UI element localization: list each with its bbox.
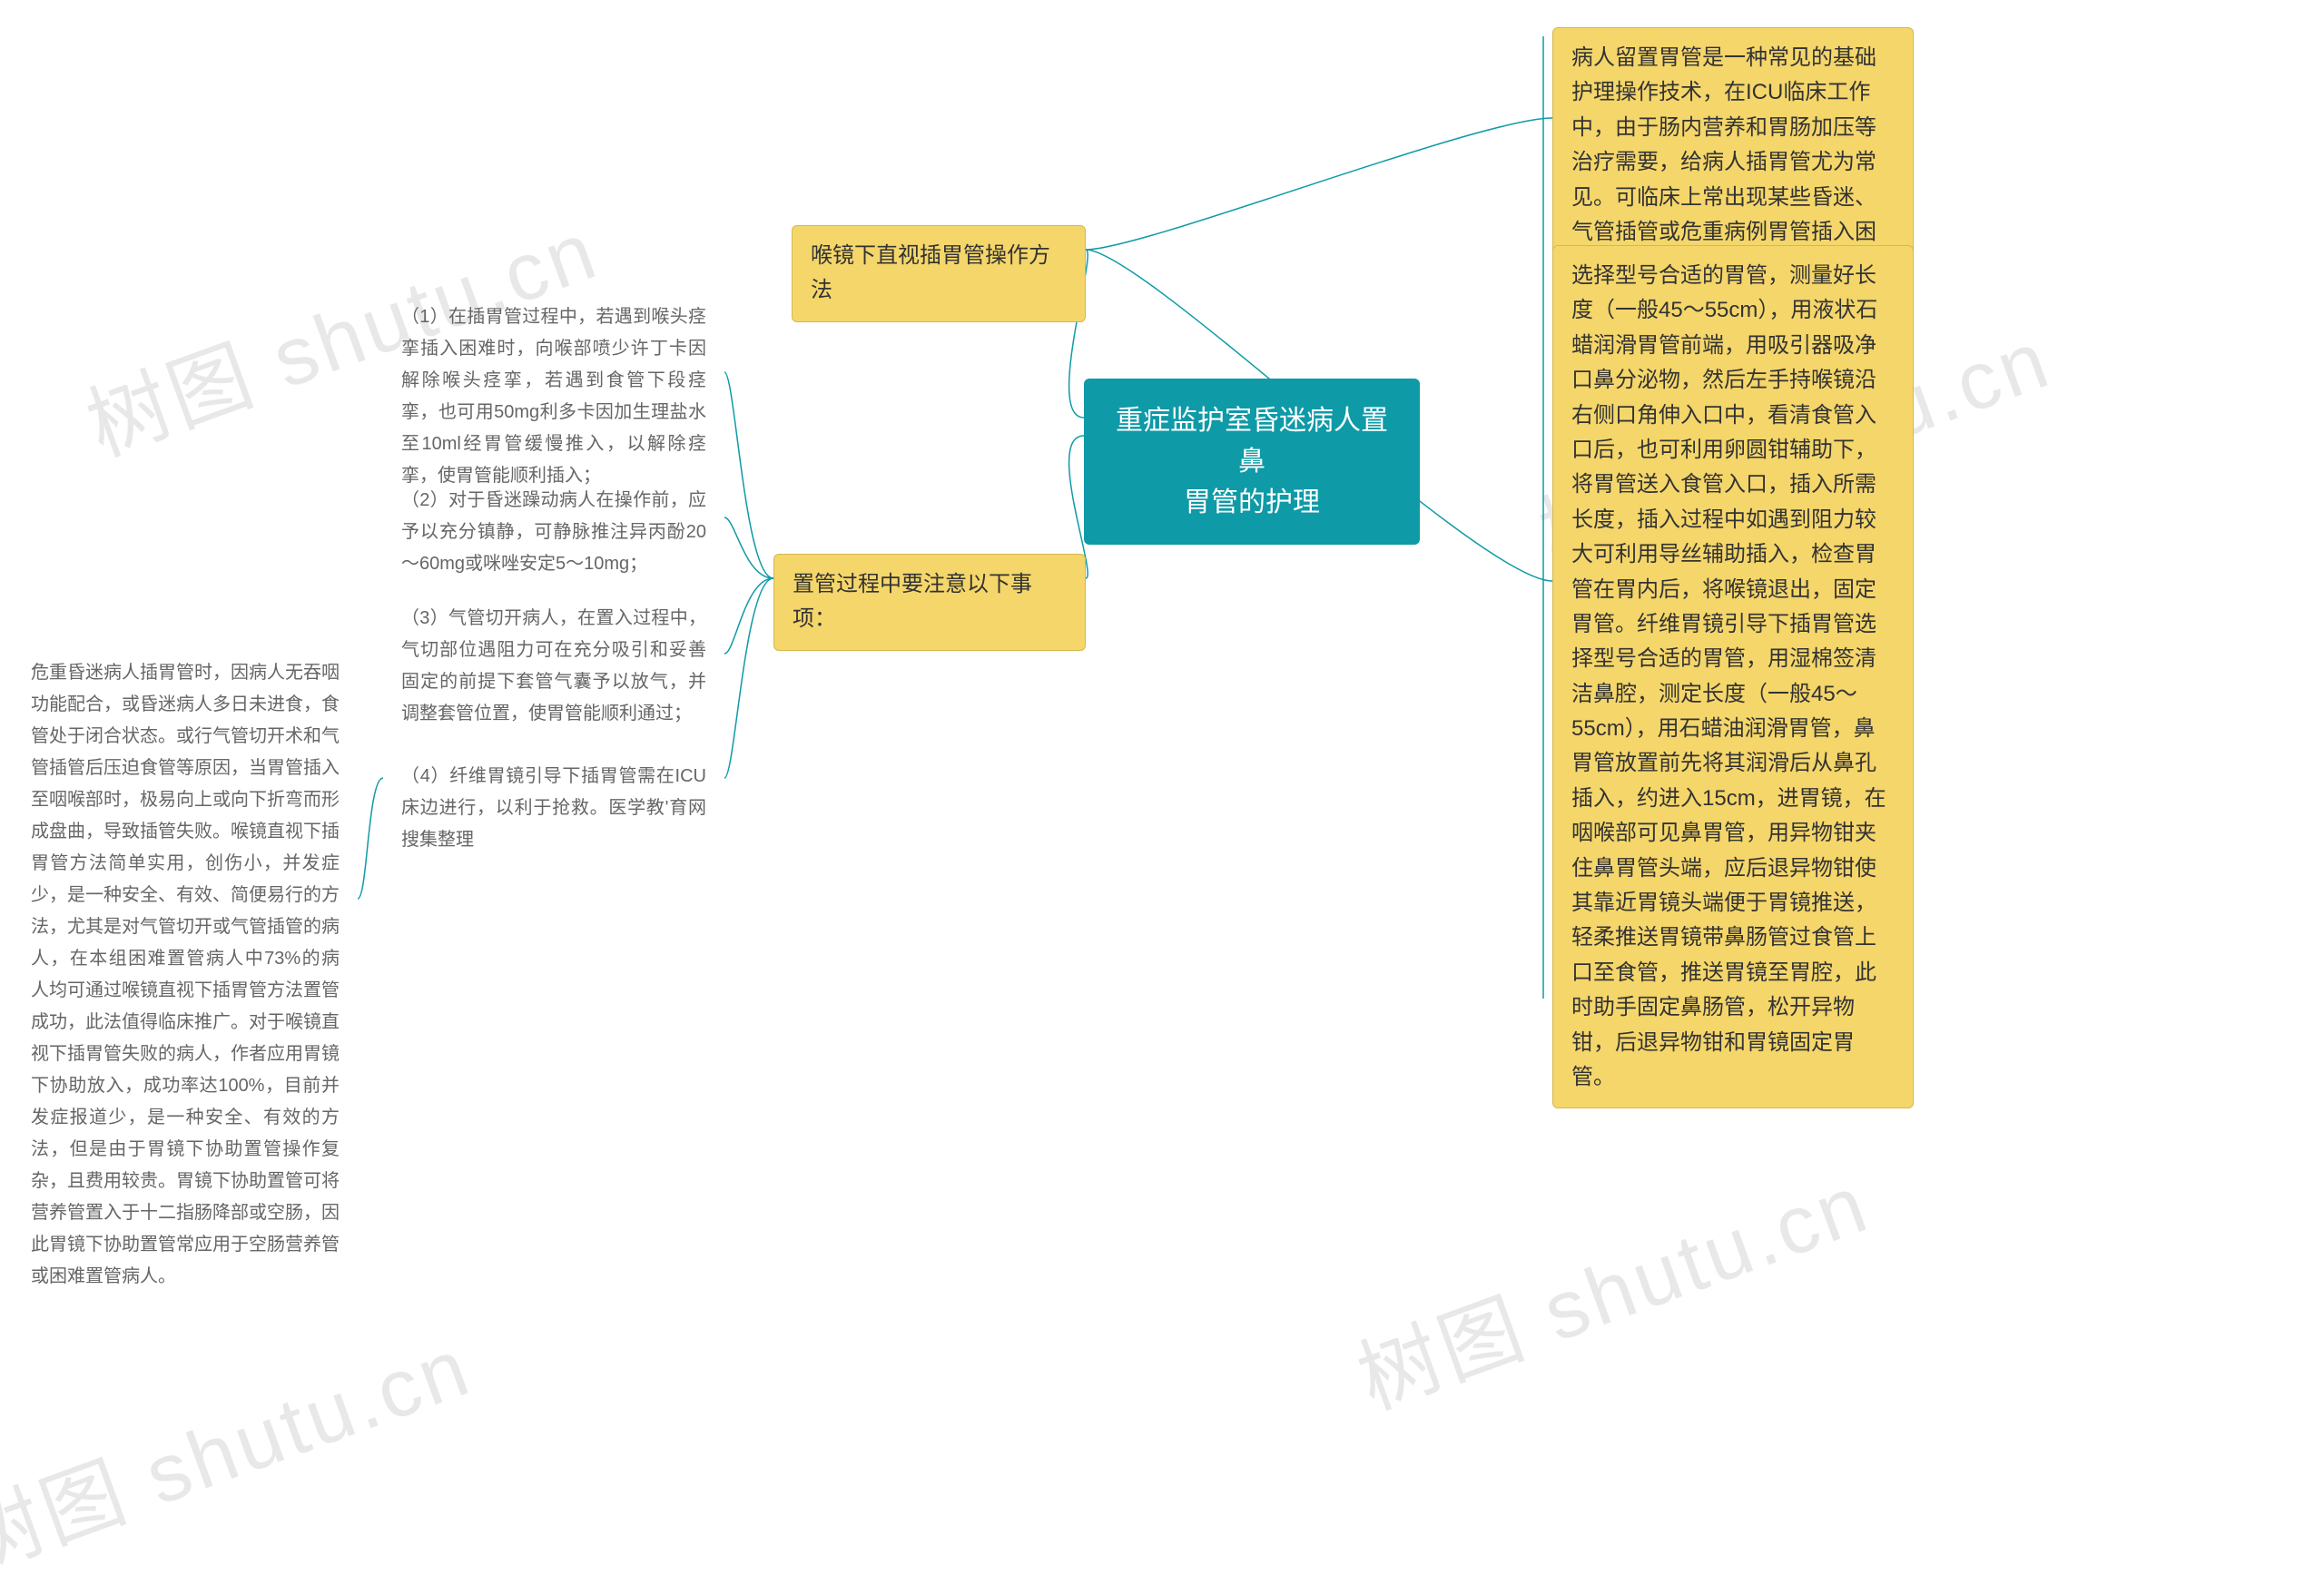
precaution-4: （4）纤维胃镜引导下插胃管需在ICU床边进行，以利于抢救。医学教'育网搜集整理 (383, 748, 724, 869)
method-child-0-text: 病人留置胃管是一种常见的基础护理操作技术，在ICU临床工作中，由于肠内营养和胃肠… (1571, 45, 1876, 279)
precaution-2-text: （2）对于昏迷躁动病人在操作前，应予以充分镇静，可静脉推注异丙酚20～60mg或… (401, 490, 706, 574)
watermark: 树图 shutu.cn (1340, 1137, 1883, 1432)
precaution-1-text: （1）在插胃管过程中，若遇到喉头痉挛插入困难时，向喉部喷少许丁卡因解除喉头痉挛，… (401, 307, 706, 486)
branch-precautions-label: 置管过程中要注意以下事项： (793, 572, 1032, 631)
branch-method-label: 喉镜下直视插胃管操作方法 (811, 243, 1050, 302)
precaution-4-detail-text: 危重昏迷病人插胃管时，因病人无吞咽功能配合，或昏迷病人多日未进食，食管处于闭合状… (31, 663, 340, 1286)
precaution-3: （3）气管切开病人，在置入过程中，气切部位遇阻力可在充分吸引和妥善固定的前提下套… (383, 590, 724, 743)
branch-method: 喉镜下直视插胃管操作方法 (792, 225, 1086, 322)
branch-precautions: 置管过程中要注意以下事项： (773, 554, 1086, 651)
root-node: 重症监护室昏迷病人置鼻胃管的护理 (1084, 379, 1420, 545)
method-child-1-text: 选择型号合适的胃管，测量好长度（一般45～55cm），用液状石蜡润滑胃管前端，用… (1571, 263, 1886, 1089)
precaution-3-text: （3）气管切开病人，在置入过程中，气切部位遇阻力可在充分吸引和妥善固定的前提下套… (401, 608, 706, 724)
method-child-1: 选择型号合适的胃管，测量好长度（一般45～55cm），用液状石蜡润滑胃管前端，用… (1552, 245, 1914, 1108)
precaution-4-detail: 危重昏迷病人插胃管时，因病人无吞咽功能配合，或昏迷病人多日未进食，食管处于闭合状… (13, 645, 358, 1305)
root-text: 重症监护室昏迷病人置鼻胃管的护理 (1116, 406, 1388, 517)
watermark: 树图 shutu.cn (0, 1301, 485, 1595)
precaution-2: （2）对于昏迷躁动病人在操作前，应予以充分镇静，可静脉推注异丙酚20～60mg或… (383, 472, 724, 593)
precaution-4-text: （4）纤维胃镜引导下插胃管需在ICU床边进行，以利于抢救。医学教'育网搜集整理 (401, 766, 706, 850)
